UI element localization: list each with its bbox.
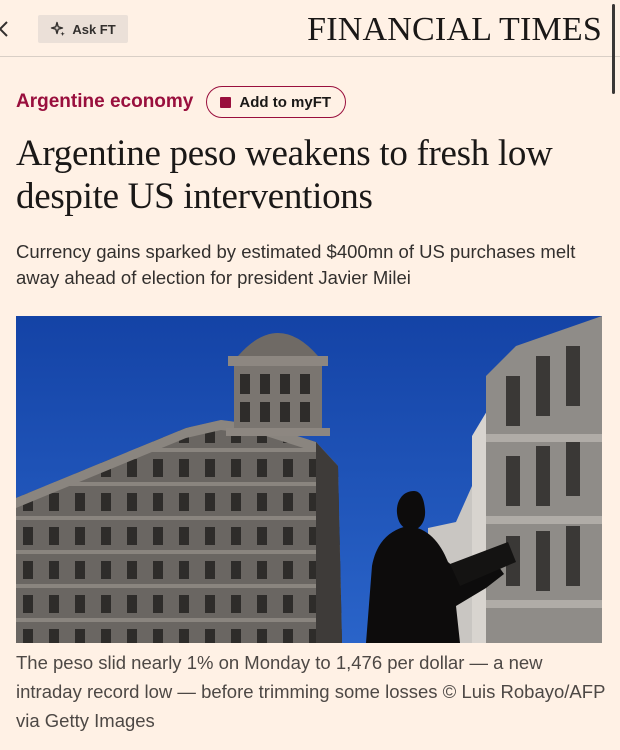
add-to-myft-button[interactable]: Add to myFT xyxy=(206,86,347,118)
article-headline: Argentine peso weakens to fresh low desp… xyxy=(16,133,553,217)
section-row: Argentine economy Add to myFT xyxy=(16,86,347,118)
scrollbar[interactable] xyxy=(612,4,615,94)
sparkle-icon xyxy=(51,21,66,36)
chevron-left-icon[interactable] xyxy=(0,20,10,38)
top-bar: Ask FT FINANCIAL TIMES xyxy=(0,0,620,57)
section-link[interactable]: Argentine economy xyxy=(16,91,194,112)
article-image xyxy=(16,316,602,643)
ask-ft-label: Ask FT xyxy=(72,21,116,37)
article-standfirst: Currency gains sparked by estimated $400… xyxy=(16,241,576,288)
image-caption: The peso slid nearly 1% on Monday to 1,4… xyxy=(16,652,606,731)
square-icon xyxy=(220,96,232,108)
ask-ft-button[interactable]: Ask FT xyxy=(38,15,128,43)
masthead-logo[interactable]: FINANCIAL TIMES xyxy=(307,11,602,48)
add-to-myft-label: Add to myFT xyxy=(239,93,332,111)
